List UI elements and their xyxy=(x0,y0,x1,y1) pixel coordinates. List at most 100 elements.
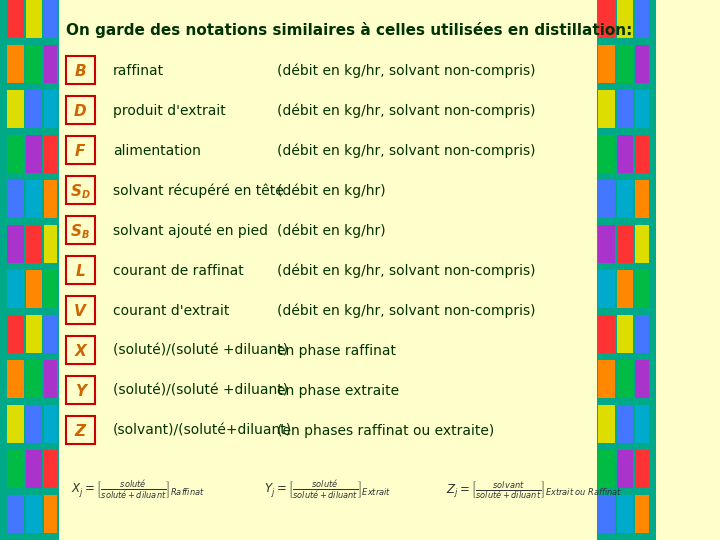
Bar xyxy=(7,450,24,488)
Bar xyxy=(7,405,24,443)
Text: D: D xyxy=(74,104,86,118)
Text: (débit en kg/hr): (débit en kg/hr) xyxy=(277,224,385,238)
Bar xyxy=(44,270,58,308)
Bar xyxy=(635,360,649,399)
Bar xyxy=(616,135,633,173)
Bar xyxy=(616,405,633,443)
FancyBboxPatch shape xyxy=(66,256,95,284)
Bar xyxy=(25,225,42,263)
Bar xyxy=(25,270,42,308)
Bar xyxy=(635,135,649,173)
Bar xyxy=(598,135,615,173)
Text: en phase extraite: en phase extraite xyxy=(277,384,399,398)
Text: (débit en kg/hr, solvant non-compris): (débit en kg/hr, solvant non-compris) xyxy=(277,64,536,78)
Bar xyxy=(635,90,649,128)
FancyBboxPatch shape xyxy=(66,296,95,324)
Text: S: S xyxy=(71,224,82,239)
Bar xyxy=(0,0,59,540)
Bar xyxy=(616,45,633,83)
Bar xyxy=(25,45,42,83)
Text: (débit en kg/hr, solvant non-compris): (débit en kg/hr, solvant non-compris) xyxy=(277,303,536,318)
Text: (en phases raffinat ou extraite): (en phases raffinat ou extraite) xyxy=(277,424,494,438)
Bar xyxy=(44,405,58,443)
FancyBboxPatch shape xyxy=(66,136,95,164)
Bar xyxy=(598,180,615,218)
Bar xyxy=(44,225,58,263)
Text: S: S xyxy=(71,184,82,199)
Bar xyxy=(598,90,615,128)
Text: solvant récupéré en tête: solvant récupéré en tête xyxy=(113,184,284,198)
Text: (soluté)/(soluté +diluant): (soluté)/(soluté +diluant) xyxy=(113,344,288,358)
Text: Z: Z xyxy=(75,423,86,438)
Bar xyxy=(616,270,633,308)
Text: V: V xyxy=(74,303,86,319)
Bar xyxy=(598,315,615,353)
FancyBboxPatch shape xyxy=(66,416,95,444)
Bar xyxy=(44,180,58,218)
Bar xyxy=(616,90,633,128)
Bar xyxy=(635,315,649,353)
Text: raffinat: raffinat xyxy=(113,64,164,78)
Text: (débit en kg/hr, solvant non-compris): (débit en kg/hr, solvant non-compris) xyxy=(277,264,536,278)
Bar xyxy=(598,45,615,83)
Text: courant de raffinat: courant de raffinat xyxy=(113,264,243,278)
Bar xyxy=(616,0,633,38)
Text: (débit en kg/hr): (débit en kg/hr) xyxy=(277,184,385,198)
Bar xyxy=(7,45,24,83)
Bar xyxy=(44,90,58,128)
Text: D: D xyxy=(81,190,90,200)
Text: $X_j = \left[\frac{soluté}{soluté + diluant}\right]_{Raffinat}$: $X_j = \left[\frac{soluté}{soluté + dilu… xyxy=(71,478,205,501)
Bar xyxy=(7,315,24,353)
FancyBboxPatch shape xyxy=(66,96,95,124)
Text: (soluté)/(soluté +diluant): (soluté)/(soluté +diluant) xyxy=(113,384,288,398)
Bar xyxy=(616,360,633,399)
Bar xyxy=(598,0,615,38)
Text: courant d'extrait: courant d'extrait xyxy=(113,304,230,318)
Text: (débit en kg/hr, solvant non-compris): (débit en kg/hr, solvant non-compris) xyxy=(277,104,536,118)
Bar xyxy=(7,90,24,128)
Text: B: B xyxy=(82,230,89,240)
Text: (solvant)/(soluté+diluant): (solvant)/(soluté+diluant) xyxy=(113,424,292,438)
Text: (débit en kg/hr, solvant non-compris): (débit en kg/hr, solvant non-compris) xyxy=(277,144,536,158)
Text: $Y_j = \left[\frac{soluté}{soluté + diluant}\right]_{Extrait}$: $Y_j = \left[\frac{soluté}{soluté + dilu… xyxy=(264,478,392,501)
Bar xyxy=(635,405,649,443)
Bar xyxy=(7,0,24,38)
Text: alimentation: alimentation xyxy=(113,144,201,158)
Bar xyxy=(598,360,615,399)
Bar xyxy=(616,450,633,488)
Bar xyxy=(25,135,42,173)
Bar xyxy=(635,180,649,218)
Bar xyxy=(616,225,633,263)
Bar xyxy=(635,495,649,534)
Bar xyxy=(598,405,615,443)
FancyBboxPatch shape xyxy=(66,336,95,364)
Bar xyxy=(44,450,58,488)
Bar xyxy=(44,495,58,534)
Bar xyxy=(44,45,58,83)
Bar xyxy=(635,225,649,263)
Bar xyxy=(635,450,649,488)
Bar xyxy=(598,495,615,534)
Text: L: L xyxy=(76,264,85,279)
Text: On garde des notations similaires à celles utilisées en distillation:: On garde des notations similaires à cell… xyxy=(66,22,632,38)
FancyBboxPatch shape xyxy=(66,376,95,404)
Bar xyxy=(44,135,58,173)
Bar xyxy=(635,45,649,83)
Text: X: X xyxy=(74,343,86,359)
Bar xyxy=(25,405,42,443)
Bar xyxy=(44,0,58,38)
Text: produit d'extrait: produit d'extrait xyxy=(113,104,225,118)
Bar xyxy=(7,495,24,534)
Bar xyxy=(25,450,42,488)
Bar xyxy=(635,0,649,38)
Bar xyxy=(7,180,24,218)
Bar xyxy=(616,495,633,534)
Bar xyxy=(7,135,24,173)
Text: B: B xyxy=(74,64,86,78)
Bar xyxy=(25,0,42,38)
Bar xyxy=(635,270,649,308)
Text: solvant ajouté en pied: solvant ajouté en pied xyxy=(113,224,268,238)
Bar xyxy=(616,180,633,218)
Text: F: F xyxy=(75,144,86,159)
Bar xyxy=(7,270,24,308)
